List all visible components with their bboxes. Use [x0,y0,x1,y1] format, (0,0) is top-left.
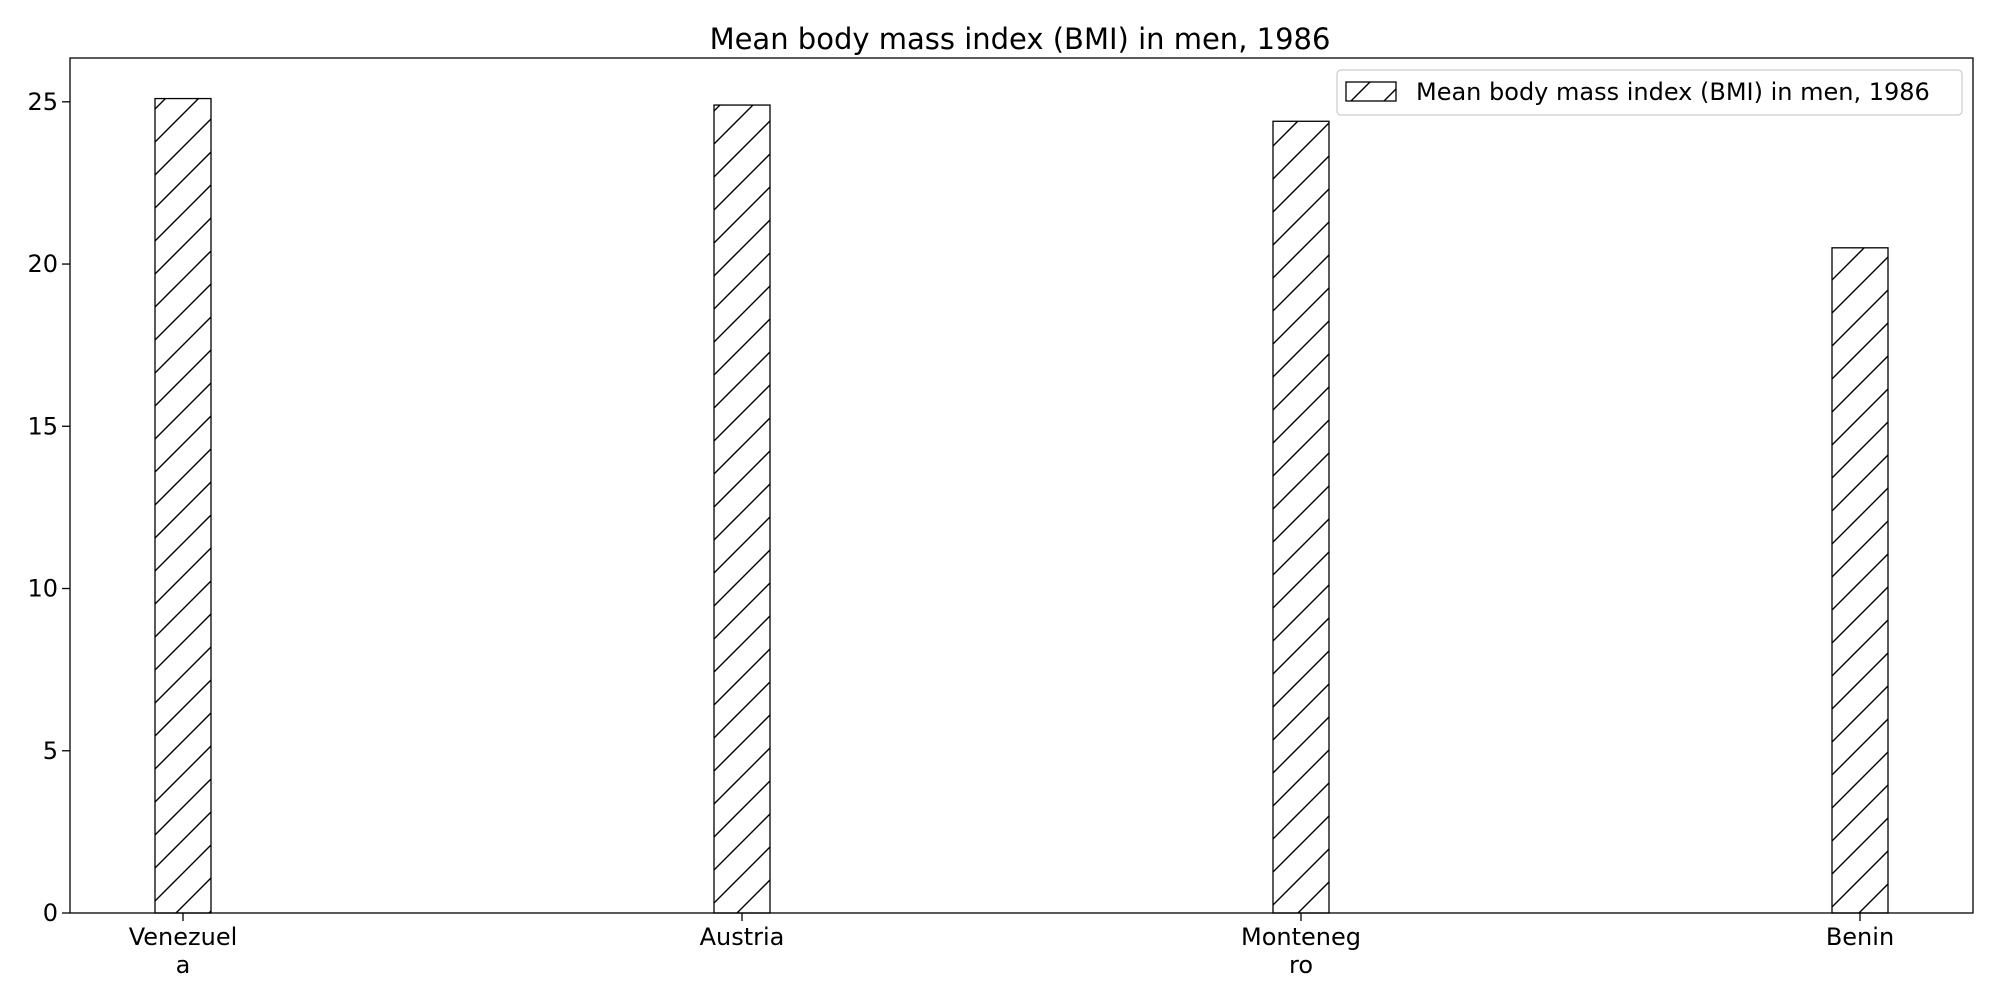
y-tick-label: 25 [27,88,58,116]
x-tick-label: Benin [1826,923,1894,951]
bar-montenegro [1272,120,1330,914]
x-tick-label: ro [1289,951,1313,979]
y-axis: 0 5 10 15 20 25 [27,88,70,927]
bars-group [154,97,1889,914]
bar-benin [1831,247,1889,914]
chart-title: Mean body mass index (BMI) in men, 1986 [710,22,1331,56]
y-tick-label: 5 [43,737,58,765]
legend-box [1336,69,1963,116]
bar-austria [713,104,771,914]
x-tick-label: a [176,951,191,979]
plot-frame [69,57,1974,914]
legend-label: Mean body mass index (BMI) in men, 1986 [1416,78,1930,106]
y-tick-label: 20 [27,250,58,278]
y-tick-label: 15 [27,412,58,440]
bar-venezuela [154,97,212,914]
y-tick-label: 10 [27,575,58,603]
legend: Mean body mass index (BMI) in men, 1986 [1336,69,1963,116]
legend-swatch [1345,81,1397,102]
x-tick-label: Austria [700,923,785,951]
x-tick-label: Venezuel [129,923,238,951]
y-tick-label: 0 [43,899,58,927]
x-tick-label: Monteneg [1241,923,1361,951]
